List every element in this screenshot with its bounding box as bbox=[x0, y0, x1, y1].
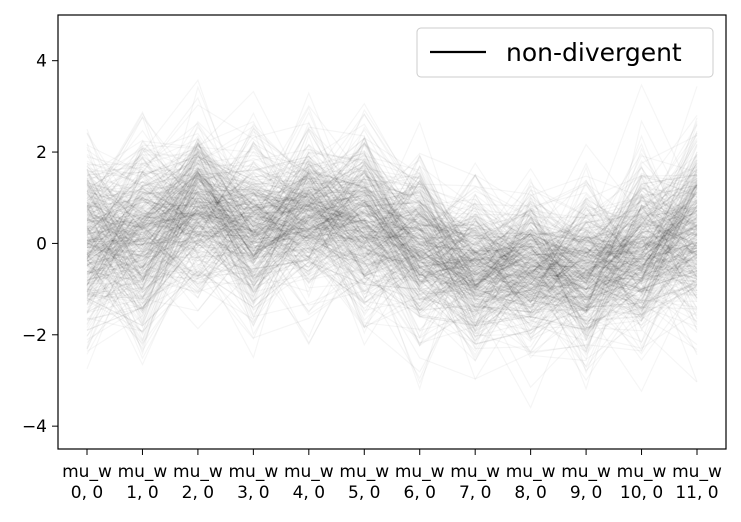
x-tick-label: mu_w 8, 0 bbox=[506, 462, 556, 503]
x-tick-label: mu_w 7, 0 bbox=[450, 462, 500, 503]
x-tick-label: mu_w 0, 0 bbox=[62, 462, 112, 503]
draw-line-4 bbox=[86, 155, 698, 254]
y-tick-label: 0 bbox=[36, 234, 47, 254]
x-tick-label: mu_w 4, 0 bbox=[284, 462, 334, 503]
y-tick-label: 2 bbox=[36, 143, 47, 163]
x-tick-label: mu_w 6, 0 bbox=[395, 462, 445, 503]
y-axis-ticks: −4 −2 0 2 4 bbox=[22, 52, 58, 437]
x-tick-label: mu_w 1, 0 bbox=[118, 462, 168, 503]
draw-line-1 bbox=[86, 201, 698, 313]
plot-frame bbox=[57, 14, 727, 450]
legend-label: non-divergent bbox=[506, 38, 682, 67]
x-tick-label: mu_w 5, 0 bbox=[339, 462, 389, 503]
y-tick-label: 4 bbox=[36, 52, 47, 72]
x-tick-label: mu_w 3, 0 bbox=[228, 462, 278, 503]
draw-line-7 bbox=[86, 261, 698, 345]
x-tick-label: mu_w 2, 0 bbox=[173, 462, 223, 503]
x-axis-ticks: mu_w 0, 0mu_w 1, 0mu_w 2, 0mu_w 3, 0mu_w 4, 0… bbox=[62, 449, 722, 503]
draw-line-6 bbox=[86, 155, 698, 281]
draw-line-5 bbox=[86, 192, 698, 309]
x-tick-label: mu_w 9, 0 bbox=[561, 462, 611, 503]
posterior-draws-bundle bbox=[86, 79, 698, 409]
draw-line-2 bbox=[86, 165, 698, 281]
trace-lines bbox=[86, 79, 698, 409]
legend-box bbox=[416, 27, 714, 78]
legend: non-divergent bbox=[416, 27, 714, 78]
x-tick-label: mu_w 11, 0 bbox=[672, 462, 722, 503]
draw-line-3 bbox=[86, 233, 698, 331]
x-tick-label: mu_w 10, 0 bbox=[617, 462, 667, 503]
y-tick-label: −2 bbox=[22, 326, 47, 346]
y-tick-label: −4 bbox=[22, 417, 47, 437]
draw-line-0 bbox=[86, 192, 698, 267]
